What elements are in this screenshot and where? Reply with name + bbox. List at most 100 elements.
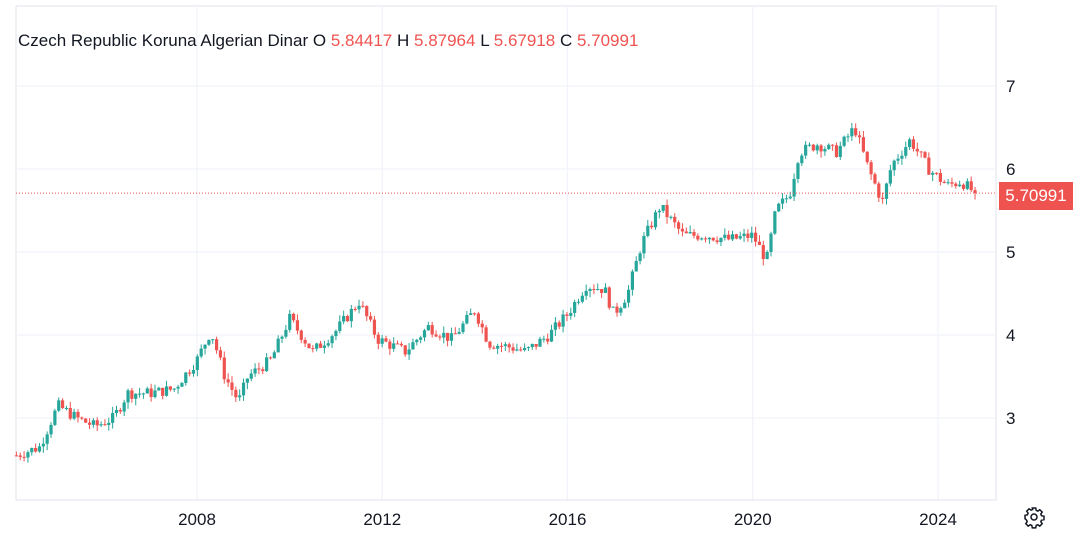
candle-body [684,231,688,234]
candle-body [927,157,931,175]
candle-body [530,343,534,348]
candle-body [445,332,450,341]
candle-body [442,332,446,338]
candle-body [272,352,276,359]
candle-body [576,301,581,303]
candle-body [141,393,146,395]
candle-body [34,448,38,452]
candle-body [904,147,908,156]
high-label: H [397,31,410,50]
candle-body [276,338,280,353]
candle-body [661,204,665,211]
candle-body [188,372,192,374]
candle-body [45,434,49,444]
candle-body [819,145,823,152]
candle-body [172,388,176,390]
candle-body [261,369,265,372]
candle-body [95,420,99,426]
candle-body [161,387,165,396]
candle-body [492,347,496,349]
candle-body [642,235,646,254]
candle-body [218,350,223,358]
candle-body [214,339,219,351]
candle-body [76,411,80,418]
candle-body [288,313,292,330]
candle-body [411,342,415,350]
candle-body [338,321,342,331]
candle-body [938,173,942,182]
candle-body [796,163,800,179]
candle-body [804,144,808,156]
candle-body [176,386,180,389]
candle-body [650,225,654,228]
candle-body [792,178,796,197]
open-label: O [312,31,327,50]
candle-body [673,216,677,223]
candle-body [830,144,835,146]
candle-body [511,347,515,351]
symbol-name: Czech Republic Koruna Algerian Dinar [18,31,309,50]
candle-body [168,386,172,390]
candle-body [376,334,380,344]
candle-body [807,144,812,146]
candle-body [203,344,207,349]
candle-body [596,289,600,291]
candle-body [407,349,411,355]
candle-body [611,306,615,308]
candle-body [318,343,323,348]
candle-body [861,137,865,152]
y-tick-label: 4 [1006,326,1015,345]
candle-body [461,323,465,333]
candle-body [419,337,423,340]
high-value: 5.87964 [414,31,476,50]
candle-body [499,345,504,347]
candle-body [665,204,669,218]
candle-body [788,196,792,199]
candle-body [911,139,916,149]
candle-body [384,338,388,342]
candle-body [869,162,873,175]
candle-body [923,152,927,158]
candle-body [222,357,226,380]
candle-body [973,190,977,194]
candle-body [931,172,935,175]
candle-body [961,184,966,189]
candle-body [64,408,69,410]
candle-body [368,316,373,320]
candle-body [538,338,542,347]
candle-body [515,349,519,351]
candle-body [958,184,962,187]
candle-body [842,136,846,146]
gear-icon[interactable] [1022,505,1046,529]
candle-body [565,314,569,316]
candle-body [49,424,53,435]
candle-body [291,313,296,321]
candle-body [653,212,658,228]
candle-body [777,203,781,212]
candle-body [334,330,338,337]
candle-body [465,314,469,324]
candle-body [438,336,442,338]
candle-body [757,241,762,246]
candle-body [519,349,523,351]
candle-body [919,151,923,153]
candle-body [422,330,427,338]
candle-body [619,308,623,313]
candle-body [365,306,369,317]
candle-body [295,320,300,331]
candle-body [111,413,115,423]
candle-body [630,271,634,290]
candle-body [534,343,538,347]
candle-body [753,232,758,242]
candle-body [18,455,22,457]
candle-body [896,158,900,161]
candle-body [303,339,307,344]
candle-body [646,225,650,236]
ohlc-legend: Czech Republic Koruna Algerian Dinar O 5… [18,31,638,51]
candle-body [892,160,896,171]
candle-body [157,387,161,391]
candle-body [603,287,608,293]
candle-body [638,253,642,261]
